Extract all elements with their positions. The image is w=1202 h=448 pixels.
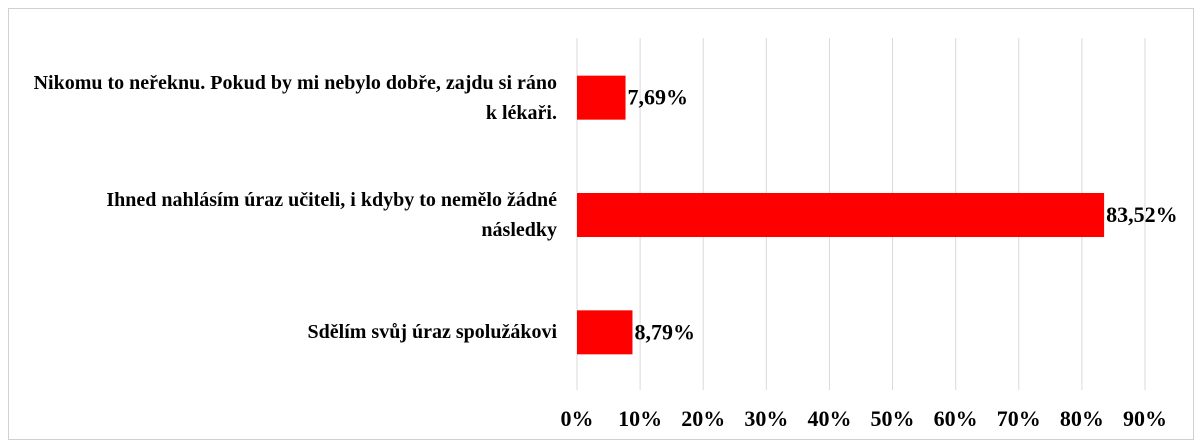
bar	[577, 193, 1105, 237]
x-tick-label: 80%	[1060, 406, 1104, 431]
x-tick-label: 50%	[871, 406, 915, 431]
value-label: 83,52%	[1106, 202, 1178, 227]
x-tick-label: 70%	[997, 406, 1041, 431]
category-label: Nikomu to neřeknu. Pokud by mi nebylo do…	[33, 71, 557, 124]
value-label: 8,79%	[634, 319, 695, 344]
bar	[577, 75, 626, 120]
x-tick-label: 60%	[934, 406, 978, 431]
value-label: 7,69%	[628, 85, 689, 110]
x-tick-label: 10%	[618, 406, 662, 431]
category-label: Sdělím svůj úraz spolužákovi	[307, 321, 557, 344]
chart-frame	[8, 8, 1194, 440]
bar	[577, 310, 633, 355]
x-tick-label: 0%	[561, 406, 594, 431]
x-tick-label: 20%	[681, 406, 725, 431]
category-label: Ihned nahlásím úraz učiteli, i kdyby to …	[106, 189, 557, 241]
x-tick-label: 30%	[744, 406, 788, 431]
x-tick-label: 40%	[807, 406, 851, 431]
x-tick-label: 90%	[1123, 406, 1167, 431]
